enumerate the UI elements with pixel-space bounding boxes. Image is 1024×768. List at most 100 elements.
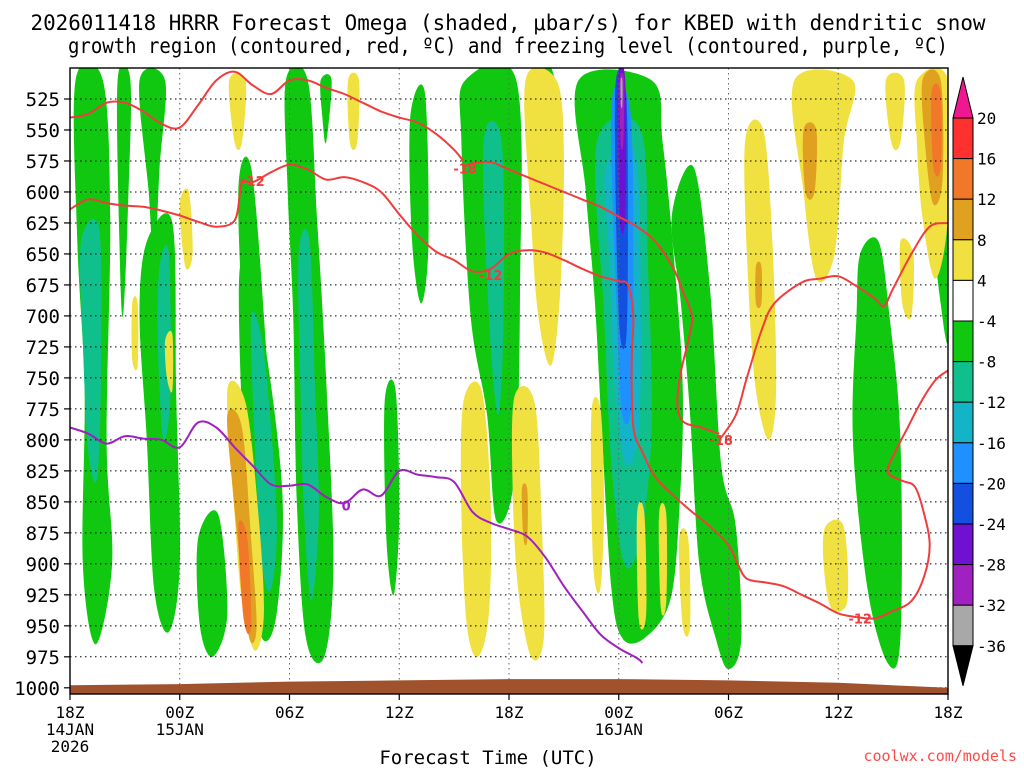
omega-region-2	[139, 68, 167, 267]
colorbar-swatch-12	[952, 604, 974, 647]
y-tick-label-700: 700	[26, 306, 60, 328]
x-tick-label-48: 18Z	[934, 703, 963, 722]
omega-region-4	[196, 510, 228, 658]
colorbar-swatch-2	[952, 198, 974, 241]
colorbar-swatch-3	[952, 239, 974, 281]
colorbar-swatch-10	[952, 523, 974, 566]
contour-minus-18-mid	[462, 160, 720, 435]
colorbar-label-10: -24	[977, 515, 1006, 534]
dotted-grid	[70, 68, 948, 694]
omega-region-49	[802, 122, 818, 200]
omega-region-32	[179, 188, 193, 270]
x-tick-label-12: 06Z	[275, 703, 304, 722]
colorbar-swatch-8	[952, 442, 974, 484]
omega-region-18	[157, 244, 171, 442]
y-tick-label-950: 950	[26, 616, 60, 638]
colorbar-swatch-11	[952, 564, 974, 606]
omega-region-35	[524, 68, 564, 366]
y-tick-label-550: 550	[26, 120, 60, 142]
colorbar-label-13: -36	[977, 637, 1006, 656]
omega-region-34	[347, 72, 360, 151]
omega-region-40	[658, 503, 668, 616]
contour-label-freezing-level: 0	[342, 500, 351, 515]
omega-region-14	[671, 164, 742, 670]
colorbar-label-5: -4	[977, 312, 996, 331]
colorbar-swatch-1	[952, 158, 974, 200]
contour-label-minus-12-upper: -18	[453, 162, 477, 177]
omega-region-36	[460, 381, 492, 658]
y-tick-label-575: 575	[26, 151, 60, 173]
colorbar-label-6: -8	[977, 353, 996, 372]
y-tick-label-725: 725	[26, 337, 60, 359]
contour-lines: -18 -18 -12 -12 -12 0	[70, 70, 948, 664]
colorbar-label-1: 16	[977, 150, 996, 169]
chart-title-line1: 2026011418 HRRR Forecast Omega (shaded, …	[31, 11, 986, 35]
colorbar-bottom-arrow	[952, 645, 974, 686]
omega-region-8	[320, 74, 332, 144]
omega-region-41	[678, 528, 691, 637]
y-tick-label-900: 900	[26, 554, 60, 576]
colorbar-swatch-4	[952, 279, 974, 322]
x-axis-label: Forecast Time (UTC)	[379, 747, 596, 768]
omega-region-38	[590, 396, 605, 594]
contour-minus-12-lower-right	[856, 369, 948, 620]
colorbar-label-3: 8	[977, 231, 987, 250]
omega-region-44	[822, 519, 849, 612]
omega-region-52	[755, 261, 763, 309]
terrain-fill	[70, 679, 948, 694]
omega-region-19	[250, 310, 277, 592]
y-tick-label-850: 850	[26, 492, 60, 514]
omega-region-53	[238, 520, 252, 635]
colorbar: 20 16 12 8 4 -4 -8 -12 -16 -20 -24 -28 -32 -36	[952, 76, 1006, 686]
y-axis: 525 550 575 600 625 650 675 700 725 750 775 800 825 8…	[14, 89, 70, 700]
y-tick-label-600: 600	[26, 182, 60, 204]
y-tick-label-975: 975	[26, 647, 60, 669]
x-tick-label-0: 18Z	[56, 703, 85, 722]
x-tick-label-30: 00Z	[604, 703, 633, 722]
y-tick-label-1000: 1000	[14, 678, 60, 700]
x-tick-label-18: 12Z	[385, 703, 414, 722]
omega-region-47	[899, 238, 914, 320]
x-tick-label-24: 18Z	[495, 703, 524, 722]
contour-label-minus-12-left: -12	[241, 175, 265, 190]
colorbar-swatch-0	[952, 117, 974, 160]
y-tick-label-800: 800	[26, 430, 60, 452]
y-tick-label-875: 875	[26, 523, 60, 545]
omega-region-51	[521, 483, 528, 546]
contour-minus-12-right	[718, 222, 948, 441]
x-date-label-6: 15JAN	[156, 720, 204, 739]
chart-title-line2: growth region (contoured, red, ºC) and f…	[68, 34, 948, 58]
omega-region-30	[228, 72, 247, 151]
omega-shading	[73, 68, 948, 670]
contour-minus-12-mid	[241, 163, 857, 619]
x-date-label-0: 14JAN	[46, 720, 94, 739]
colorbar-label-11: -28	[977, 556, 1006, 575]
watermark: coolwx.com/models	[863, 747, 1017, 765]
colorbar-label-12: -32	[977, 596, 1006, 615]
colorbar-swatch-6	[952, 361, 974, 403]
colorbar-top-arrow	[952, 76, 974, 119]
plot-area: -18 -18 -12 -12 -12 0	[70, 68, 948, 694]
x-tick-label-36: 06Z	[714, 703, 743, 722]
colorbar-swatch-9	[952, 482, 974, 525]
colorbar-swatch-5	[952, 320, 974, 363]
y-tick-label-650: 650	[26, 244, 60, 266]
y-tick-label-525: 525	[26, 89, 60, 111]
terrain-surface	[70, 679, 948, 694]
contour-label-minus-12-mid: -12	[479, 269, 503, 284]
omega-region-17	[79, 219, 102, 483]
colorbar-label-4: 4	[977, 271, 987, 290]
colorbar-label-9: -20	[977, 474, 1006, 493]
x-tick-label-6: 00Z	[165, 703, 194, 722]
x-date-label-30: 16JAN	[595, 720, 643, 739]
contour-freezing-level	[70, 420, 644, 664]
y-tick-label-825: 825	[26, 461, 60, 483]
omega-region-28	[620, 77, 623, 109]
omega-region-10	[384, 379, 400, 596]
contour-minus-12-left	[70, 179, 243, 228]
colorbar-label-7: -12	[977, 393, 1006, 412]
colorbar-label-8: -16	[977, 434, 1006, 453]
x-tick-label-42: 12Z	[824, 703, 853, 722]
